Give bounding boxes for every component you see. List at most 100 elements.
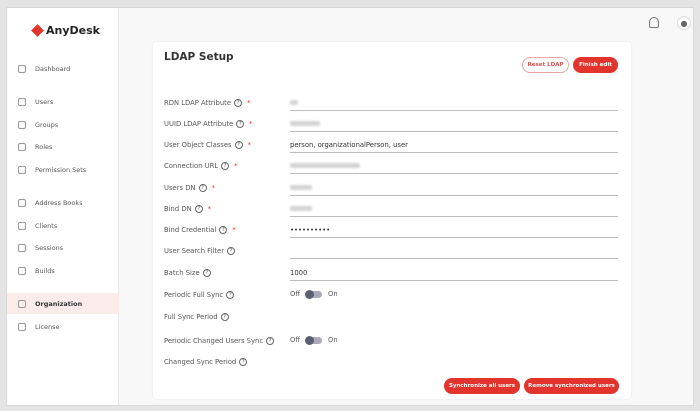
- group-icon: [18, 120, 26, 129]
- sidebar-item-dashboard[interactable]: Dashboard: [7, 58, 119, 79]
- organization-icon: [18, 299, 26, 308]
- field-label: Bind Credential? *: [164, 226, 236, 234]
- sidebar-item-label: Clients: [35, 221, 58, 230]
- help-icon[interactable]: ?: [226, 291, 235, 299]
- avatar[interactable]: ●: [677, 16, 691, 30]
- help-icon[interactable]: ?: [227, 247, 235, 255]
- help-icon[interactable]: ?: [221, 162, 230, 170]
- bell-icon[interactable]: [649, 17, 659, 28]
- sidebar-item-sessions[interactable]: Sessions: [7, 237, 119, 258]
- help-icon[interactable]: ?: [194, 205, 203, 213]
- address-book-icon: [18, 198, 26, 207]
- anydesk-logo[interactable]: AnyDesk: [31, 24, 100, 37]
- sidebar-item-roles[interactable]: Roles: [7, 136, 119, 157]
- help-icon[interactable]: ?: [198, 184, 207, 192]
- bind-credential-input[interactable]: ••••••••••: [290, 222, 618, 238]
- users-dn-input[interactable]: [290, 180, 618, 196]
- field-label: UUID LDAP Attribute? *: [164, 120, 253, 128]
- finish-edit-button[interactable]: Finish edit: [573, 57, 618, 73]
- user-search-filter-input[interactable]: [290, 243, 618, 259]
- sidebar-item-builds[interactable]: Builds: [7, 260, 119, 281]
- remove-synchronized-users-button[interactable]: Remove synchronized users: [524, 378, 619, 394]
- off-label: Off: [290, 290, 301, 298]
- user-object-classes-input[interactable]: person, organizationalPerson, user: [290, 137, 618, 153]
- help-icon[interactable]: ?: [266, 337, 275, 345]
- help-icon[interactable]: ?: [236, 120, 245, 128]
- sidebar-item-clients[interactable]: Clients: [7, 215, 119, 236]
- sidebar-item-label: Address Books: [35, 198, 83, 207]
- periodic-changed-users-sync-toggle-group: Off On: [290, 335, 338, 345]
- field-label: Users DN? *: [164, 184, 215, 192]
- dashboard-icon: [18, 64, 26, 73]
- uuid-ldap-attribute-input[interactable]: [290, 116, 618, 132]
- periodic-full-sync-toggle-group: Off On: [290, 289, 338, 299]
- redacted-value: [290, 206, 312, 211]
- field-label: RDN LDAP Attribute? *: [164, 99, 251, 107]
- field-label: Bind DN? *: [164, 205, 212, 213]
- on-label: On: [328, 336, 338, 344]
- user-icon: [18, 97, 26, 106]
- roles-icon: [18, 142, 26, 151]
- required-marker: *: [232, 226, 236, 234]
- sidebar-item-label: Roles: [35, 142, 53, 151]
- sidebar-item-permission-sets[interactable]: Permission Sets: [7, 159, 119, 180]
- form-row-batch-size: Batch Size? 1000: [164, 265, 620, 283]
- periodic-full-sync-toggle[interactable]: [305, 289, 323, 299]
- required-marker: *: [247, 141, 251, 149]
- sidebar-item-license[interactable]: License: [7, 316, 119, 337]
- required-marker: *: [211, 184, 215, 192]
- sidebar-item-groups[interactable]: Groups: [7, 114, 119, 135]
- page-title: LDAP Setup: [164, 51, 234, 63]
- field-label: Full Sync Period?: [164, 313, 229, 321]
- app-window: AnyDesk Dashboard Users Groups Roles Permiss…: [6, 7, 694, 406]
- off-label: Off: [290, 336, 301, 344]
- anydesk-logo-icon: [31, 24, 44, 37]
- form-row-rdn-ldap-attribute: RDN LDAP Attribute? *: [164, 95, 620, 113]
- help-icon[interactable]: ?: [220, 313, 229, 321]
- help-icon[interactable]: ?: [234, 141, 243, 149]
- help-icon[interactable]: ?: [202, 269, 211, 277]
- field-label: Periodic Full Sync?: [164, 291, 235, 299]
- synchronize-all-users-button[interactable]: Synchronize all users: [444, 378, 520, 394]
- reset-ldap-button[interactable]: Reset LDAP: [522, 57, 569, 73]
- form-row-bind-dn: Bind DN? *: [164, 201, 620, 219]
- sidebar-item-address-books[interactable]: Address Books: [7, 192, 119, 213]
- sidebar-item-organization[interactable]: Organization: [7, 293, 119, 314]
- redacted-value: [290, 100, 298, 105]
- help-icon[interactable]: ?: [239, 358, 248, 366]
- redacted-value: [290, 185, 312, 190]
- ldap-setup-card: LDAP Setup Reset LDAP Finish edit RDN LD…: [153, 42, 631, 399]
- bind-dn-input[interactable]: [290, 201, 618, 217]
- sidebar-item-label: Organization: [35, 299, 83, 308]
- connection-url-input[interactable]: [290, 158, 618, 174]
- field-label: Changed Sync Period?: [164, 358, 248, 366]
- help-icon[interactable]: ?: [219, 226, 228, 234]
- field-label: Connection URL? *: [164, 162, 238, 170]
- license-icon: [18, 322, 26, 331]
- sessions-icon: [18, 243, 26, 252]
- sidebar-item-label: Permission Sets: [35, 165, 87, 174]
- sidebar-item-label: License: [35, 322, 60, 331]
- sidebar-item-label: Builds: [35, 266, 55, 275]
- permission-icon: [18, 165, 26, 174]
- logo-text: AnyDesk: [46, 24, 100, 37]
- required-marker: *: [249, 120, 253, 128]
- sidebar: AnyDesk Dashboard Users Groups Roles Permiss…: [7, 8, 119, 405]
- form-row-periodic-full-sync: Periodic Full Sync? Off On: [164, 287, 620, 305]
- sidebar-item-label: Dashboard: [35, 64, 71, 73]
- required-marker: *: [234, 162, 238, 170]
- sidebar-item-users[interactable]: Users: [7, 91, 119, 112]
- form-row-full-sync-period: Full Sync Period?: [164, 309, 620, 327]
- required-marker: *: [207, 205, 212, 213]
- form-row-uuid-ldap-attribute: UUID LDAP Attribute? *: [164, 116, 620, 134]
- sidebar-item-label: Users: [35, 97, 54, 106]
- form-row-users-dn: Users DN? *: [164, 180, 620, 198]
- field-label: User Search Filter?: [164, 247, 235, 255]
- field-label: Batch Size?: [164, 269, 211, 277]
- help-icon[interactable]: ?: [234, 99, 243, 107]
- form-row-bind-credential: Bind Credential? * ••••••••••: [164, 222, 620, 240]
- form-row-connection-url: Connection URL? *: [164, 158, 620, 176]
- batch-size-input[interactable]: 1000: [290, 265, 618, 281]
- periodic-changed-users-sync-toggle[interactable]: [305, 335, 323, 345]
- rdn-ldap-attribute-input[interactable]: [290, 95, 618, 111]
